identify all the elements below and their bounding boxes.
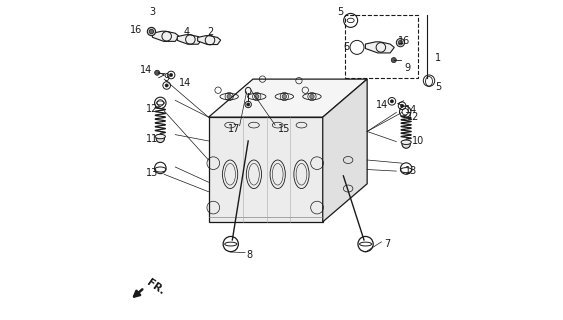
Text: 14: 14 <box>376 100 388 110</box>
Text: 15: 15 <box>278 124 290 134</box>
Text: 6: 6 <box>343 42 350 52</box>
Polygon shape <box>153 31 179 41</box>
Circle shape <box>310 94 314 99</box>
Text: 13: 13 <box>405 166 417 176</box>
Circle shape <box>391 58 396 63</box>
Polygon shape <box>177 35 202 44</box>
Circle shape <box>398 40 403 45</box>
Bar <box>345 15 418 77</box>
Circle shape <box>396 38 405 47</box>
Polygon shape <box>198 36 221 44</box>
Text: 9: 9 <box>405 63 410 73</box>
Polygon shape <box>323 79 367 222</box>
Text: 5: 5 <box>435 82 441 92</box>
Text: 16: 16 <box>130 25 142 35</box>
Circle shape <box>148 28 155 36</box>
Text: 14: 14 <box>405 105 417 115</box>
Circle shape <box>165 84 168 87</box>
Polygon shape <box>365 42 394 53</box>
Text: 17: 17 <box>228 124 240 134</box>
Text: 10: 10 <box>412 136 425 146</box>
Text: 12: 12 <box>146 104 158 114</box>
Text: 1: 1 <box>435 53 441 63</box>
Text: 2: 2 <box>207 27 213 36</box>
Text: FR.: FR. <box>145 278 166 297</box>
Text: 11: 11 <box>146 134 158 144</box>
Text: 4: 4 <box>184 27 189 36</box>
Text: 16: 16 <box>398 36 410 46</box>
Circle shape <box>247 103 250 106</box>
Text: 3: 3 <box>149 7 155 18</box>
Text: 9: 9 <box>163 73 169 83</box>
Text: 5: 5 <box>337 7 343 18</box>
Ellipse shape <box>401 140 411 144</box>
Circle shape <box>155 70 160 75</box>
Text: 12: 12 <box>407 112 419 122</box>
Polygon shape <box>208 79 367 117</box>
Text: 14: 14 <box>180 78 191 88</box>
Text: 13: 13 <box>146 168 158 178</box>
Polygon shape <box>208 117 323 222</box>
Circle shape <box>254 94 259 99</box>
Circle shape <box>169 73 173 76</box>
Text: 14: 14 <box>140 65 152 75</box>
Circle shape <box>390 100 394 103</box>
Circle shape <box>156 134 164 142</box>
Text: 7: 7 <box>385 239 391 249</box>
Circle shape <box>402 140 410 148</box>
Circle shape <box>282 94 287 99</box>
Circle shape <box>400 104 404 107</box>
Circle shape <box>149 29 154 34</box>
Circle shape <box>227 94 231 99</box>
Text: 8: 8 <box>247 250 253 260</box>
Ellipse shape <box>155 134 166 139</box>
